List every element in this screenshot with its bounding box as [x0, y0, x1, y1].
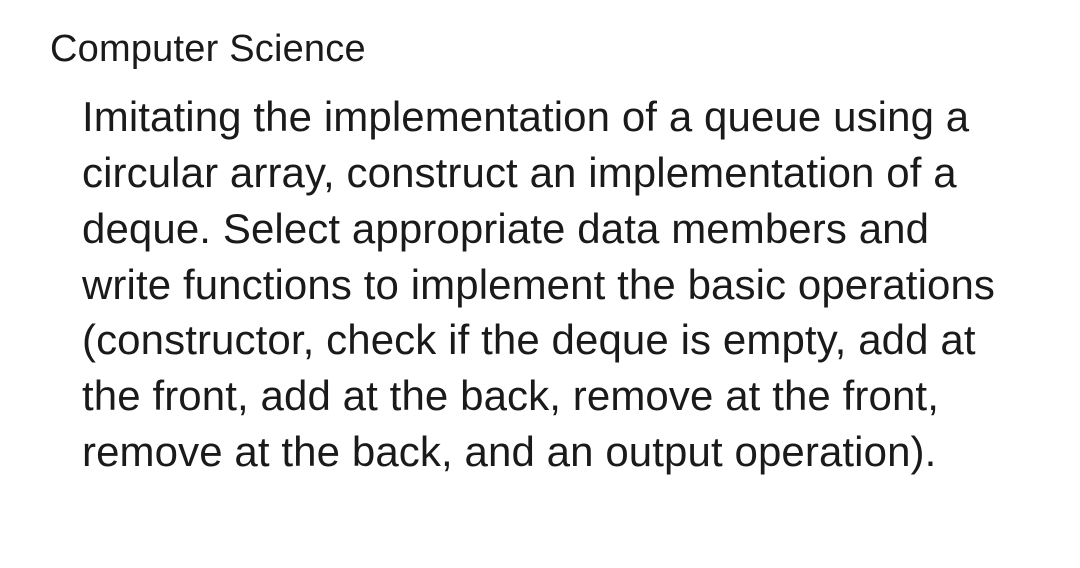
page: Computer Science Imitating the implement…: [0, 0, 1080, 568]
subject-heading: Computer Science: [50, 28, 1032, 71]
question-body: Imitating the implementation of a queue …: [82, 89, 1022, 480]
